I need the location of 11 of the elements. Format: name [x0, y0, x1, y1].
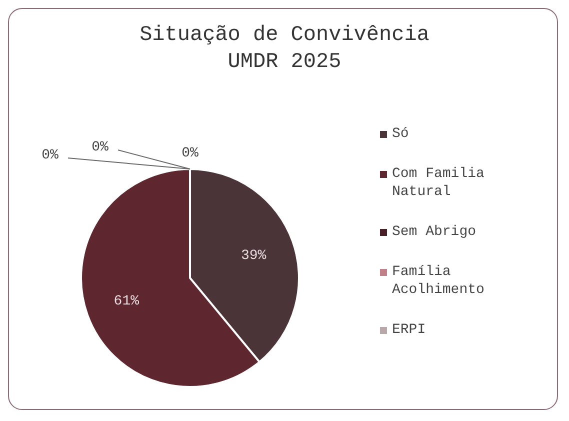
- legend-label: Família Acolhimento: [392, 263, 486, 299]
- legend-label: Com Familia Natural: [392, 165, 486, 201]
- legend-label: ERPI: [392, 321, 426, 339]
- text: 0%: [182, 146, 198, 162]
- chart-title: Situação de Convivência UMDR 2025: [138, 23, 430, 76]
- text: 0%: [42, 148, 58, 164]
- text: 0%: [92, 140, 108, 156]
- data-label: 39%: [240, 248, 267, 264]
- legend-label: Só: [392, 125, 409, 143]
- legend-label: Sem Abrigo: [392, 223, 476, 241]
- data-label: 61%: [114, 294, 140, 310]
